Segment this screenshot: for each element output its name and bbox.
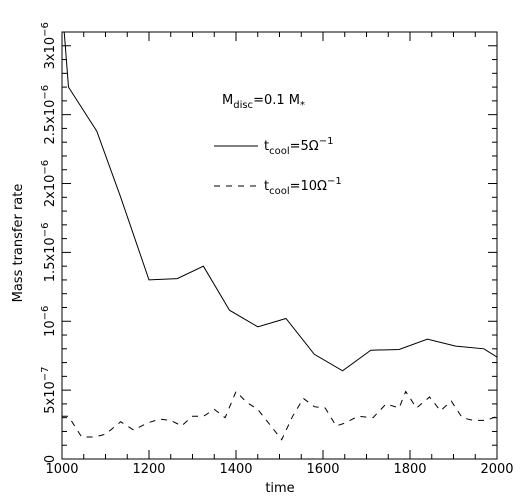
y-axis-label: Mass transfer rate [11, 184, 26, 303]
x-tick-label: 1000 [45, 462, 78, 477]
x-tick-label: 1200 [132, 462, 165, 477]
y-tick-label: 5x10−7 [40, 366, 58, 413]
x-axis-label: time [265, 481, 294, 496]
y-tick-label: 1.5x10−6 [40, 223, 58, 283]
legend-dashed-label: tcool=10Ω−1 [264, 176, 342, 197]
series-lines [62, 32, 497, 441]
y-tick-label: 2x10−6 [40, 160, 58, 207]
y-tick-label: 2.5x10−6 [40, 85, 58, 145]
series-line-dashed [62, 390, 497, 441]
disc-mass-annotation: Mdisc=0.1 M* [222, 93, 305, 111]
legend-solid-label: tcool=5Ω−1 [264, 136, 333, 157]
tick-labels: 1000 1200 1400 1600 1800 2000 0 5x10−7 10−6 1.5x1… [40, 22, 514, 477]
y-tick-label: 10−6 [40, 306, 58, 337]
ticks [61, 31, 498, 460]
x-tick-label: 2000 [480, 462, 513, 477]
x-tick-label: 1800 [393, 462, 426, 477]
y-tick-label: 0 [43, 455, 58, 463]
series-line-solid [63, 32, 497, 372]
y-tick-label: 3x10−6 [40, 22, 58, 69]
x-tick-label: 1600 [306, 462, 339, 477]
x-tick-label: 1400 [219, 462, 252, 477]
